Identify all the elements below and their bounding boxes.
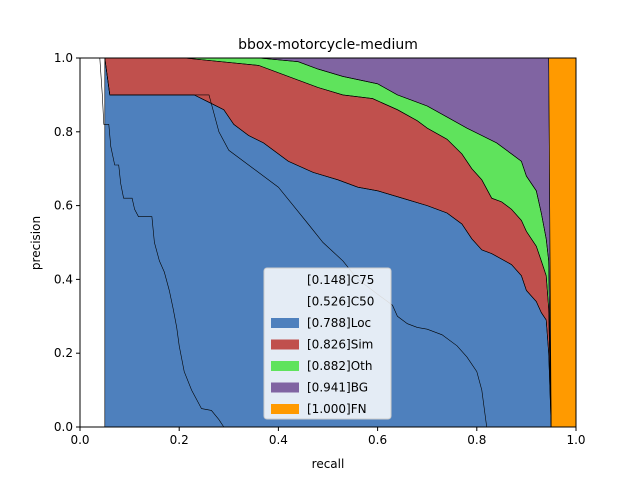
x-tick-label: 0.6 — [368, 433, 387, 447]
legend-label: [0.788]Loc — [307, 316, 371, 330]
y-tick-label: 0.6 — [54, 199, 73, 213]
axes: 0.0 0.2 0.4 0.6 0.8 1.0 0.0 0.2 0.4 0.6 0.8 1.0 — [54, 51, 586, 447]
legend-swatch — [271, 382, 299, 393]
legend-entry: [1.000]FN — [271, 402, 367, 416]
legend-swatch — [271, 361, 299, 371]
y-tick-label: 0.0 — [54, 420, 73, 434]
x-tick-label: 1.0 — [566, 433, 585, 447]
y-tick-label: 0.8 — [54, 125, 73, 139]
plot-area — [99, 57, 576, 428]
chart-title: bbox-motorcycle-medium — [238, 37, 418, 53]
legend: [0.148]C75 [0.526]C50 [0.788]Loc [0.826]Sim… — [263, 267, 392, 420]
legend-label: [0.882]Oth — [307, 359, 372, 373]
x-tick-label: 0.4 — [269, 433, 288, 447]
legend-swatch — [271, 339, 299, 350]
legend-box — [263, 267, 392, 420]
legend-label: [0.941]BG — [307, 381, 368, 395]
x-tick-label: 0.0 — [70, 433, 89, 447]
legend-label: [1.000]FN — [307, 402, 367, 416]
legend-entry: [0.941]BG — [271, 381, 368, 395]
legend-entry: [0.826]Sim — [271, 338, 373, 352]
y-axis-label: precision — [29, 216, 43, 270]
legend-entry: [0.148]C75 — [307, 273, 374, 287]
legend-entry: [0.526]C50 — [307, 295, 374, 309]
oth-boundary — [104, 57, 552, 428]
x-axis-label: recall — [312, 457, 345, 471]
loc-boundary — [104, 57, 552, 428]
y-tick-label: 0.2 — [54, 346, 73, 360]
legend-label: [0.526]C50 — [307, 295, 374, 309]
x-tick-label: 0.8 — [467, 433, 486, 447]
fn-area — [548, 58, 576, 427]
legend-swatch — [271, 318, 299, 328]
legend-swatch — [271, 404, 299, 414]
legend-entry: [0.882]Oth — [271, 359, 372, 373]
legend-label: [0.148]C75 — [307, 273, 374, 287]
legend-label: [0.826]Sim — [307, 338, 373, 352]
y-tick-label: 0.4 — [54, 272, 73, 286]
y-tick-label: 1.0 — [54, 51, 73, 65]
sim-boundary — [104, 57, 552, 428]
c75-curve — [99, 57, 225, 428]
plot-frame — [79, 57, 577, 428]
legend-entry: [0.788]Loc — [271, 316, 371, 330]
x-tick-label: 0.2 — [170, 433, 189, 447]
